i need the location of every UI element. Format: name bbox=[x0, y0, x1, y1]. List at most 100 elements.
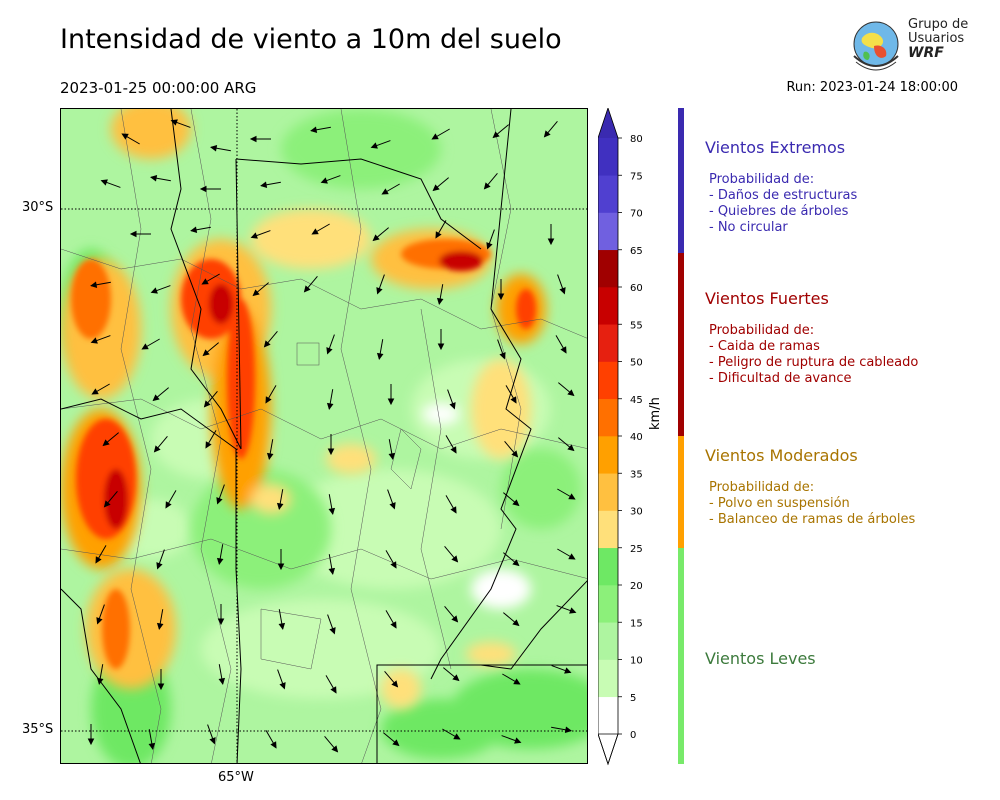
wind-vector-head bbox=[451, 555, 459, 563]
wind-vector-head bbox=[512, 559, 520, 567]
wind-vector-head bbox=[270, 741, 277, 749]
wind-vector-head bbox=[328, 567, 336, 575]
wind-vector-head bbox=[303, 285, 311, 293]
colorbar-band bbox=[598, 361, 618, 400]
desc-line: - Polvo en suspensión bbox=[709, 496, 850, 511]
wind-vector-head bbox=[279, 682, 286, 690]
wind-vector-head bbox=[210, 144, 218, 152]
wind-vector-head bbox=[560, 346, 567, 354]
wind-vector-head bbox=[436, 297, 444, 305]
colorbar-under-triangle bbox=[598, 733, 619, 766]
wind-vector-head bbox=[435, 231, 442, 239]
colorbar-band bbox=[598, 249, 618, 288]
colorbar-tick-label: 15 bbox=[630, 618, 643, 629]
wind-vector-head bbox=[512, 619, 520, 627]
wind-vector-head bbox=[512, 499, 520, 507]
wrf-group-logo: Grupo de Usuarios WRF bbox=[848, 16, 978, 72]
wind-vector-head bbox=[559, 287, 566, 295]
wind-vector-head bbox=[452, 674, 460, 682]
wind-vector-head bbox=[156, 562, 163, 570]
wind-vector-head bbox=[250, 232, 258, 239]
colorbar-tick-label: 45 bbox=[630, 395, 643, 406]
wind-vector-head bbox=[392, 739, 400, 747]
wind-vector-head bbox=[260, 181, 268, 189]
colorbar-tick-label: 60 bbox=[630, 283, 643, 294]
wind-vector-head bbox=[330, 686, 337, 694]
wind-vector-head bbox=[202, 349, 210, 357]
wind-vector-head bbox=[391, 680, 399, 688]
colorbar-tick-label: 70 bbox=[630, 209, 643, 220]
wind-vector-head bbox=[170, 119, 178, 126]
wind-vector-head bbox=[568, 493, 576, 500]
colorbar-band bbox=[598, 547, 618, 586]
desc-line: - No circular bbox=[709, 220, 788, 235]
wind-vector-head bbox=[449, 402, 456, 410]
wind-vector-head bbox=[389, 502, 396, 510]
colorbar-unit: km/h bbox=[648, 397, 663, 430]
wind-vector-head bbox=[569, 607, 577, 614]
wind-vector-head bbox=[326, 402, 334, 410]
colorbar-ticks: 0 5 10 15 20 25 30 35 40 45 50 55 60 65 70 75 80 bbox=[618, 134, 643, 741]
colorbar-band bbox=[598, 622, 618, 660]
map-title: Intensidad de viento a 10m del suelo bbox=[60, 24, 562, 55]
wind-vector-head bbox=[372, 234, 380, 242]
colorbar-band bbox=[598, 585, 618, 623]
wind-vector-head bbox=[328, 507, 336, 515]
wind-vector-head bbox=[567, 444, 575, 452]
wind-vector-head bbox=[564, 667, 572, 674]
wind-vector-head bbox=[431, 133, 439, 140]
lat-label-30s: 30°S bbox=[22, 200, 54, 215]
wind-vector-head bbox=[201, 278, 209, 285]
desc-line: - Quiebres de árboles bbox=[709, 204, 849, 219]
wind-vector-head bbox=[510, 396, 517, 404]
wind-vector-head bbox=[141, 343, 149, 350]
wind-vector-head bbox=[150, 174, 158, 182]
wind-vector-head bbox=[209, 737, 216, 745]
lat-label-35s: 35°S bbox=[22, 722, 54, 737]
desc-line: - Daños de estructuras bbox=[709, 188, 858, 203]
wind-vector-head bbox=[320, 177, 328, 184]
colorbar-bands bbox=[598, 138, 618, 735]
wind-vector-head bbox=[156, 622, 164, 630]
wind-vector-head bbox=[96, 677, 104, 685]
colorbar-band bbox=[598, 436, 618, 474]
wind-vector-head bbox=[390, 621, 397, 629]
desc-line: - Dificultad de avance bbox=[709, 371, 852, 386]
desc-line: - Peligro de ruptura de cableado bbox=[709, 355, 919, 370]
colorbar-tick-label: 40 bbox=[630, 432, 643, 443]
colorbar-tick-label: 20 bbox=[630, 581, 643, 592]
colorbar-tick-label: 10 bbox=[630, 656, 643, 667]
colorbar-tick-label: 50 bbox=[630, 358, 643, 369]
lon-label-65w: 65°W bbox=[218, 770, 254, 785]
wind-vector-head bbox=[327, 448, 335, 456]
wind-vector-head bbox=[190, 226, 198, 234]
wind-vector-head bbox=[567, 389, 575, 397]
category-title-fuertes: Vientos Fuertes bbox=[705, 289, 829, 308]
colorbar-band bbox=[598, 212, 618, 251]
wind-vector-head bbox=[499, 352, 506, 360]
colorbar-band bbox=[598, 175, 618, 213]
wind-vector-head bbox=[564, 726, 572, 734]
wind-vector-head bbox=[249, 135, 257, 143]
wind-vector-head bbox=[217, 618, 225, 626]
category-title-leves: Vientos Leves bbox=[705, 649, 816, 668]
colorbar-tick-label: 35 bbox=[630, 469, 643, 480]
wind-vector-head bbox=[543, 130, 551, 138]
wind-vector-head bbox=[492, 131, 500, 139]
graticule bbox=[61, 109, 587, 763]
wind-vector-head bbox=[513, 678, 521, 685]
run-time: Run: 2023-01-24 18:00:00 bbox=[786, 80, 958, 95]
globe-icon bbox=[853, 21, 899, 71]
category-title-moderados: Vientos Moderados bbox=[705, 446, 858, 465]
wind-vector-head bbox=[568, 553, 576, 560]
wind-vector-head bbox=[121, 133, 129, 140]
wind-vector-head bbox=[387, 398, 395, 406]
wind-vector-head bbox=[331, 745, 339, 753]
wind-arrows bbox=[87, 119, 577, 753]
valid-time: 2023-01-25 00:00:00 ARG bbox=[60, 79, 257, 97]
wind-vector-head bbox=[265, 396, 272, 404]
wind-vector-head bbox=[266, 452, 274, 460]
wind-vector-head bbox=[432, 184, 440, 192]
logo-line1: Grupo de bbox=[908, 17, 969, 32]
legend-band-fuertes bbox=[678, 253, 684, 436]
